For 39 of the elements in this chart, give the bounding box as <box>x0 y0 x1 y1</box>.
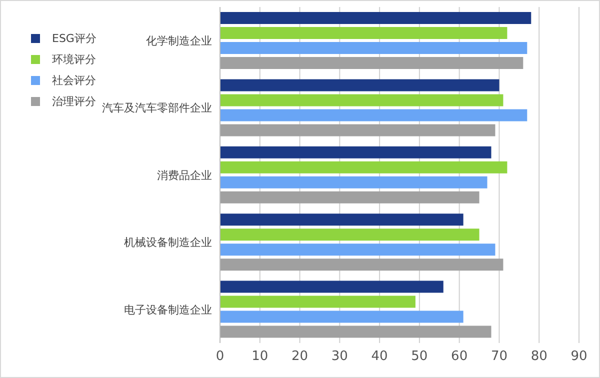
bar <box>220 214 464 226</box>
bar <box>220 124 496 136</box>
bar <box>220 94 504 106</box>
y-tick-label: 汽车及汽车零部件企业 <box>102 102 212 115</box>
bar <box>220 310 464 323</box>
bar <box>220 146 492 158</box>
legend-label: 环境评分 <box>52 52 96 67</box>
bar <box>220 326 492 338</box>
bar <box>220 57 524 69</box>
x-tick-label: 50 <box>411 349 428 364</box>
bar <box>220 109 528 122</box>
x-tick-label: 30 <box>331 349 348 364</box>
legend-label: 治理评分 <box>52 94 96 109</box>
legend-label: 社会评分 <box>52 73 96 88</box>
bar <box>220 296 416 308</box>
bar <box>220 79 500 92</box>
x-tick-label: 10 <box>252 349 268 364</box>
x-tick-label: 90 <box>570 349 588 364</box>
bar <box>220 191 480 204</box>
bar <box>220 27 508 39</box>
y-tick-label: 机械设备制造企业 <box>124 236 212 250</box>
bar <box>220 244 496 256</box>
legend-label: ESG评分 <box>52 31 96 46</box>
x-tick-label: 80 <box>530 349 548 364</box>
x-tick-label: 0 <box>216 349 224 364</box>
bar <box>220 12 532 24</box>
bar <box>220 280 444 293</box>
bar <box>220 161 508 174</box>
bar <box>220 258 504 271</box>
y-tick-label: 消费品企业 <box>157 168 212 182</box>
x-tick-label: 40 <box>371 349 388 364</box>
bar <box>220 176 488 188</box>
x-tick-label: 20 <box>292 349 308 364</box>
x-tick-label: 70 <box>490 349 508 364</box>
bar <box>220 42 528 54</box>
x-tick-label: 60 <box>451 349 468 364</box>
y-tick-label: 电子设备制造企业 <box>124 303 212 316</box>
bar <box>220 228 480 241</box>
y-tick-label: 化学制造企业 <box>146 34 212 48</box>
